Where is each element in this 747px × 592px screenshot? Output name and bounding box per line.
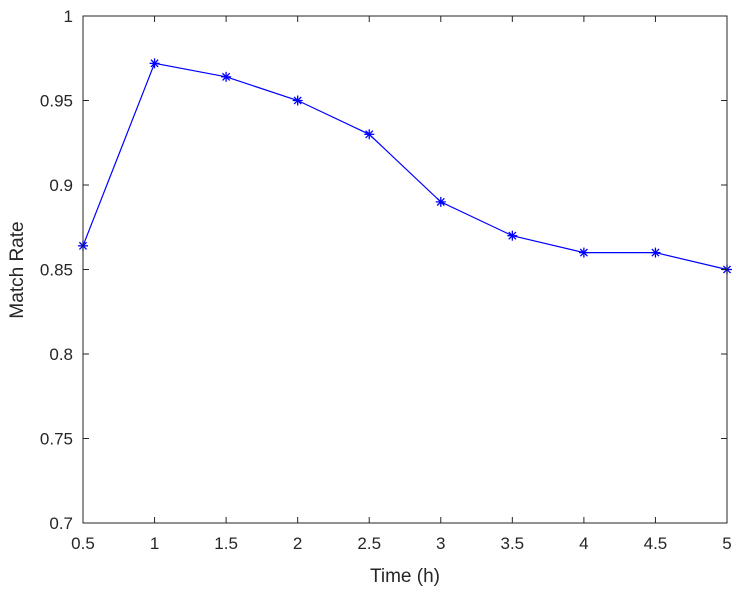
marker-stroke (150, 59, 159, 68)
plot-background (83, 16, 727, 523)
data-point (507, 230, 518, 241)
x-tick-label: 4 (579, 534, 588, 553)
y-tick-label: 0.85 (40, 261, 73, 280)
marker-stroke (222, 72, 231, 81)
x-tick-label: 2 (293, 534, 302, 553)
x-tick-label: 3 (436, 534, 445, 553)
marker-stroke (579, 248, 588, 257)
marker-stroke (365, 130, 374, 139)
y-tick-label: 0.9 (49, 176, 73, 195)
x-tick-label: 1 (150, 534, 159, 553)
data-point (435, 196, 446, 207)
x-tick-label: 4.5 (644, 534, 668, 553)
marker-stroke (293, 96, 302, 105)
marker-stroke (508, 231, 517, 240)
x-axis-label: Time (h) (370, 566, 440, 587)
x-tick-label: 1.5 (214, 534, 238, 553)
y-axis-label: Match Rate (7, 221, 28, 318)
axes: 0.5 1 1.5 2 2.5 3 3.5 4 4.5 5 0.7 0.75 0.8 0.85 0.9 0.9… (40, 7, 732, 553)
data-point (364, 129, 375, 140)
y-tick-label: 0.8 (49, 345, 73, 364)
data-point (650, 247, 661, 258)
y-tick-label: 0.75 (40, 430, 73, 449)
marker-stroke (651, 248, 660, 257)
x-tick-label: 3.5 (501, 534, 525, 553)
data-point (578, 247, 589, 258)
y-tick-label: 1 (64, 7, 73, 26)
data-point (221, 71, 232, 82)
data-point (292, 95, 303, 106)
y-tick-label: 0.95 (40, 92, 73, 111)
data-point (149, 58, 160, 69)
x-tick-label: 0.5 (71, 534, 95, 553)
series-line (82, 62, 728, 271)
x-tick-label: 5 (722, 534, 731, 553)
y-tick-label: 0.7 (49, 514, 73, 533)
x-tick-label: 2.5 (357, 534, 381, 553)
marker-stroke (436, 197, 445, 206)
